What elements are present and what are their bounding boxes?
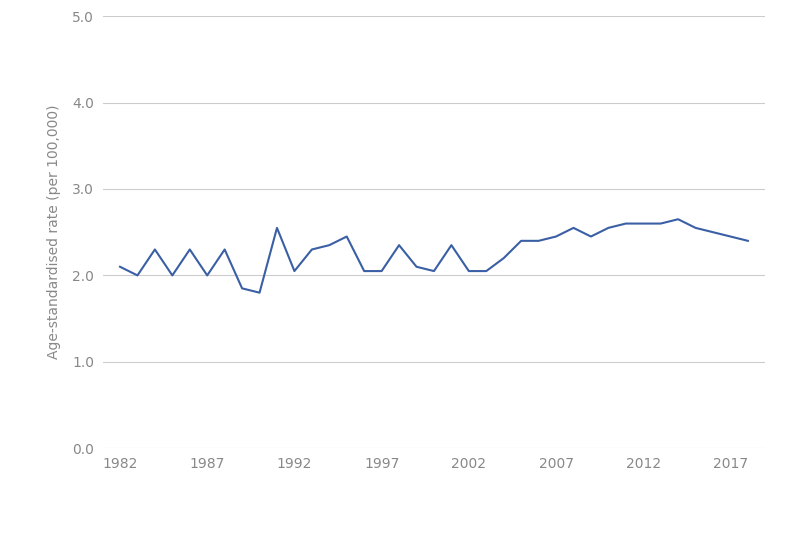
Y-axis label: Age-standardised rate (per 100,000): Age-standardised rate (per 100,000) bbox=[47, 105, 61, 360]
